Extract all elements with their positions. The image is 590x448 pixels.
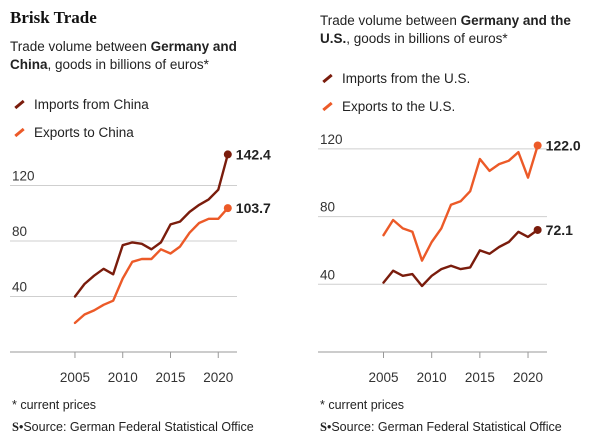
chart-2-subtitle: Trade volume between Germany and the U.S… xyxy=(320,12,585,48)
chart-1-legend-item-imports: Imports from China xyxy=(12,90,149,118)
chart-1-ytick-120: 120 xyxy=(12,169,35,184)
chart-1-xtick-2015: 2015 xyxy=(155,370,185,385)
chart-1-subtitle-pre: Trade volume between xyxy=(10,39,151,54)
chart-1-series-line-0 xyxy=(73,153,230,298)
chart-2-source-logo: S xyxy=(320,420,327,434)
chart-2-series-end-point-1 xyxy=(533,141,542,150)
chart-2-source-text: Source: German Federal Statistical Offic… xyxy=(331,420,562,434)
chart-1-ytick-40: 40 xyxy=(12,280,27,295)
chart-2-xtick-2015: 2015 xyxy=(465,370,495,385)
chart-2-series-end-point-0 xyxy=(533,225,542,234)
chart-2-xtick-2010: 2010 xyxy=(417,370,447,385)
chart-2-end-label-0: 72.1 xyxy=(546,222,573,238)
chart-2-series-line-0 xyxy=(382,228,539,288)
chart-1-end-label-0: 142.4 xyxy=(236,146,271,162)
chart-2-subtitle-bold1: Germany and the xyxy=(460,13,571,28)
chart-2-legend-label-exports: Exports to the U.S. xyxy=(342,98,456,114)
chart-2-end-label-1: 122.0 xyxy=(546,137,581,153)
chart-2-legend-item-exports: Exports to the U.S. xyxy=(320,92,470,120)
chart-2-legend-item-imports: Imports from the U.S. xyxy=(320,64,470,92)
chart-2-subtitle-bold2: U.S. xyxy=(320,31,347,46)
chart-2-xtick-2020: 2020 xyxy=(513,370,543,385)
chart-2-note: * current prices xyxy=(320,398,405,412)
chart-2-subtitle-post: , goods in billions of euros* xyxy=(346,31,508,46)
figure-title: Brisk Trade xyxy=(10,8,97,27)
chart-1-legend: Imports from China Exports to China xyxy=(12,90,149,146)
chart-1-subtitle-post: , goods in billions of euros* xyxy=(47,57,209,72)
chart-1-subtitle: Trade volume between Germany and China, … xyxy=(10,38,270,74)
chart-1-end-label-1: 103.7 xyxy=(236,200,271,216)
chart-2-ytick-40: 40 xyxy=(320,267,335,282)
chart-1-xtick-2010: 2010 xyxy=(108,370,138,385)
chart-1-series-end-point-0 xyxy=(223,150,232,159)
chart-1-source-logo: S xyxy=(12,420,19,434)
chart-1-series-end-point-1 xyxy=(223,204,232,213)
chart-1-subtitle-bold2: China xyxy=(10,57,48,72)
chart-1-source-dot: • xyxy=(18,420,24,434)
chart-1-xtick-2005: 2005 xyxy=(60,370,90,385)
chart-1-legend-item-exports: Exports to China xyxy=(12,118,149,146)
chart-1-source-text: Source: German Federal Statistical Offic… xyxy=(23,420,254,434)
chart-1-subtitle-bold1: Germany and xyxy=(150,39,237,54)
chart-1-legend-label-exports: Exports to China xyxy=(34,124,134,140)
chart-2-series-line-1 xyxy=(382,144,539,262)
chart-1-source: S•Source: German Federal Statistical Off… xyxy=(12,420,254,435)
chart-2-xtick-2005: 2005 xyxy=(368,370,398,385)
chart-2-legend: Imports from the U.S. Exports to the U.S… xyxy=(320,64,470,120)
chart-2-source: S•Source: German Federal Statistical Off… xyxy=(320,420,562,435)
chart-2-ytick-120: 120 xyxy=(320,132,343,147)
chart-1-legend-label-imports: Imports from China xyxy=(34,96,149,112)
chart-2-source-dot: • xyxy=(326,420,332,434)
chart-1-xtick-2020: 2020 xyxy=(203,370,233,385)
chart-1-series-line-1 xyxy=(73,206,230,325)
chart-1-note: * current prices xyxy=(12,398,97,412)
chart-2-subtitle-pre: Trade volume between xyxy=(320,13,461,28)
chart-1-ytick-80: 80 xyxy=(12,224,27,239)
chart-2-ytick-80: 80 xyxy=(320,200,335,215)
chart-2-legend-label-imports: Imports from the U.S. xyxy=(342,70,471,86)
